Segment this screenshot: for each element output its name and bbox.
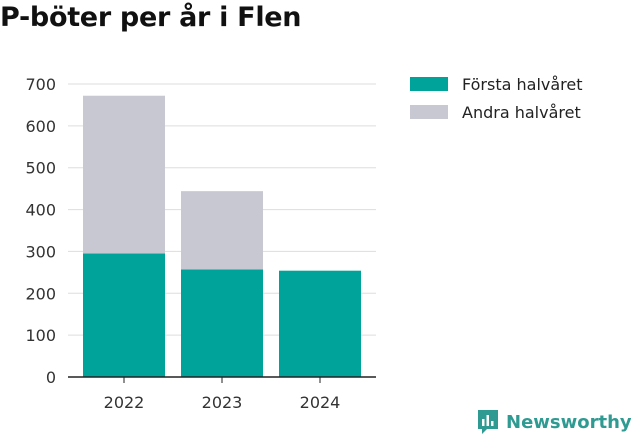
- y-tick-label-600: 600: [25, 117, 56, 136]
- bar-2022-series-0[interactable]: [83, 253, 165, 377]
- y-tick-label-700: 700: [25, 75, 56, 94]
- bar-2023-series-1[interactable]: [181, 191, 263, 270]
- newsworthy-logo[interactable]: Newsworthy: [476, 408, 631, 436]
- legend-swatch-first-half: [410, 77, 448, 91]
- newsworthy-logo-icon: [478, 410, 498, 434]
- legend-label-first-half: Första halvåret: [462, 74, 583, 94]
- x-tick-label-2024: 2024: [300, 393, 341, 412]
- y-tick-label-500: 500: [25, 159, 56, 178]
- y-tick-label-400: 400: [25, 201, 56, 220]
- legend: Första halvåret Andra halvåret: [410, 70, 583, 126]
- y-tick-label-100: 100: [25, 326, 56, 345]
- bar-2022-series-1[interactable]: [83, 95, 165, 254]
- legend-item-second-half[interactable]: Andra halvåret: [410, 98, 583, 126]
- bars: [83, 95, 361, 377]
- x-axis-ticks: 2022 2023 2024: [104, 377, 341, 412]
- legend-label-second-half: Andra halvåret: [462, 102, 581, 122]
- logo-text: Newsworthy: [506, 411, 631, 433]
- y-axis-ticks: 0 100 200 300 400 500 600 700: [25, 75, 56, 387]
- y-tick-label-300: 300: [25, 242, 56, 261]
- x-tick-label-2022: 2022: [104, 393, 145, 412]
- x-tick-label-2023: 2023: [202, 393, 243, 412]
- bar-2024-series-0[interactable]: [279, 270, 361, 377]
- chart-title: P-böter per år i Flen: [0, 2, 302, 33]
- bar-2023-series-0[interactable]: [181, 269, 263, 377]
- legend-item-first-half[interactable]: Första halvåret: [410, 70, 583, 98]
- y-tick-label-200: 200: [25, 284, 56, 303]
- y-tick-label-0: 0: [46, 368, 56, 387]
- legend-swatch-second-half: [410, 105, 448, 119]
